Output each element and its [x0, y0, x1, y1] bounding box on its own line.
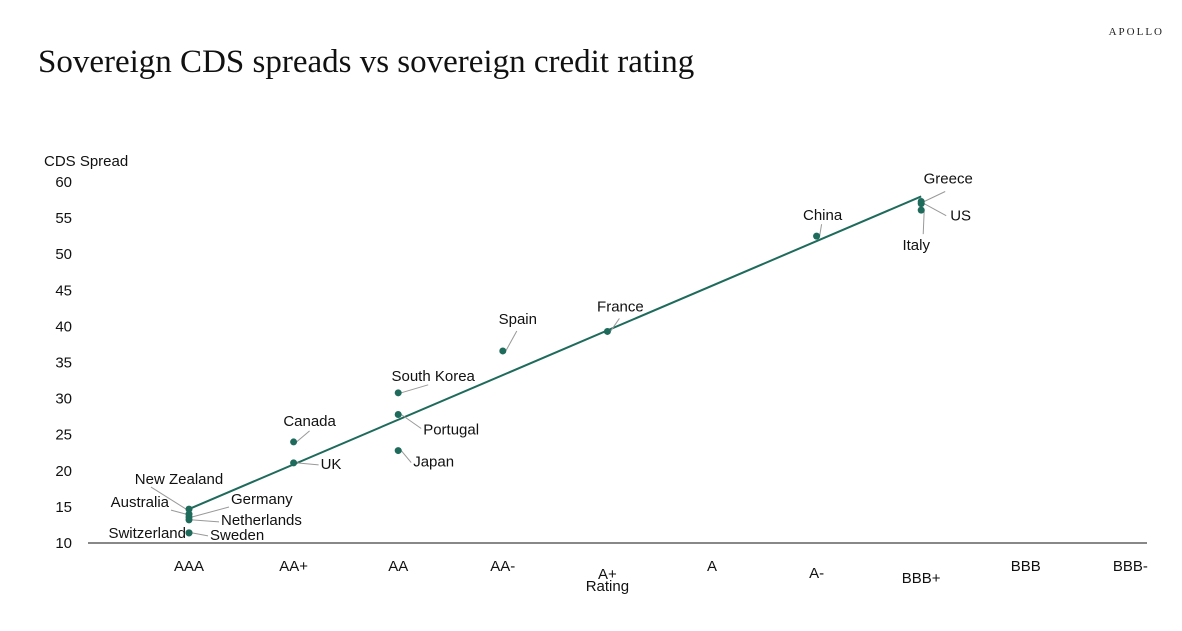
data-point	[499, 347, 507, 355]
x-tick-label: AA+	[279, 558, 308, 575]
point-label: Australia	[111, 494, 170, 511]
point-label: Greece	[924, 170, 973, 187]
x-tick-label: A	[707, 558, 717, 575]
y-axis-ticks: 10 15 20 25 30 35 40 45 50 55 60	[55, 174, 72, 552]
label-leaders	[150, 191, 947, 537]
point-label: Portugal	[423, 421, 479, 438]
y-tick-label: 45	[55, 282, 72, 299]
label-leader-line	[923, 203, 947, 217]
y-axis-label: CDS Spread	[44, 153, 128, 170]
label-leader-line	[401, 384, 429, 394]
point-label: UK	[321, 456, 342, 473]
point-label: Canada	[283, 413, 336, 430]
label-leader-line	[296, 430, 310, 443]
point-label: US	[950, 208, 971, 225]
data-point	[290, 459, 298, 467]
x-tick-label: AA	[388, 558, 408, 575]
x-tick-label: BBB-	[1113, 558, 1148, 575]
point-label: Netherlands	[221, 512, 302, 529]
point-label: Germany	[231, 491, 293, 508]
label-leader-line	[170, 509, 187, 515]
y-tick-label: 55	[55, 210, 72, 227]
point-label: France	[597, 298, 644, 315]
label-leader-line	[296, 462, 319, 466]
data-point	[290, 438, 298, 446]
data-point	[603, 327, 611, 335]
point-label: New Zealand	[135, 471, 223, 488]
label-leader-line	[400, 450, 412, 463]
label-leader-line	[819, 224, 823, 237]
y-tick-label: 40	[55, 318, 72, 335]
y-tick-label: 20	[55, 463, 72, 480]
x-tick-label: A-	[809, 565, 824, 582]
label-leader-line	[923, 191, 946, 202]
y-tick-label: 60	[55, 174, 72, 191]
data-points	[185, 197, 925, 537]
x-axis-ticks: AAA AA+ AA AA- A+ A A- BBB+BBB BBB-	[174, 558, 1148, 587]
y-tick-label: 50	[55, 246, 72, 263]
point-label: Italy	[902, 237, 930, 254]
y-tick-label: 25	[55, 427, 72, 444]
data-point	[917, 200, 925, 208]
y-tick-label: 35	[55, 355, 72, 372]
data-point	[185, 516, 193, 524]
point-label: Sweden	[210, 527, 264, 544]
x-axis-label: Rating	[586, 578, 629, 595]
label-leader-line	[150, 486, 187, 510]
label-leader-line	[191, 519, 220, 523]
y-tick-label: 30	[55, 391, 72, 408]
point-label: Spain	[499, 311, 537, 328]
x-tick-label: A+	[598, 566, 617, 583]
data-point	[917, 206, 925, 214]
data-point	[394, 410, 402, 418]
y-tick-label: 10	[55, 535, 72, 552]
x-tick-label: BBB+	[902, 570, 941, 587]
data-point	[185, 505, 193, 513]
point-label: South Korea	[391, 368, 475, 385]
x-tick-label: AAA	[174, 558, 204, 575]
label-leader-line	[400, 414, 422, 429]
point-label: China	[803, 207, 843, 224]
trend-line	[188, 195, 922, 510]
label-leader-line	[505, 330, 518, 352]
label-leader-line	[609, 318, 620, 332]
point-label: Switzerland	[108, 525, 186, 542]
label-leader-line	[922, 210, 925, 235]
chart-title: Sovereign CDS spreads vs sovereign credi…	[38, 44, 695, 80]
data-point	[394, 447, 402, 455]
data-point	[185, 529, 193, 537]
x-tick-label: BBB	[1011, 558, 1041, 575]
y-tick-label: 15	[55, 499, 72, 516]
x-tick-label: AA-	[490, 558, 515, 575]
label-leader-line	[191, 532, 209, 537]
label-leader-line	[191, 506, 230, 518]
data-point	[813, 232, 821, 240]
point-label: Japan	[413, 454, 454, 471]
data-point	[394, 389, 402, 397]
brand-logo: APOLLO	[1108, 26, 1164, 38]
